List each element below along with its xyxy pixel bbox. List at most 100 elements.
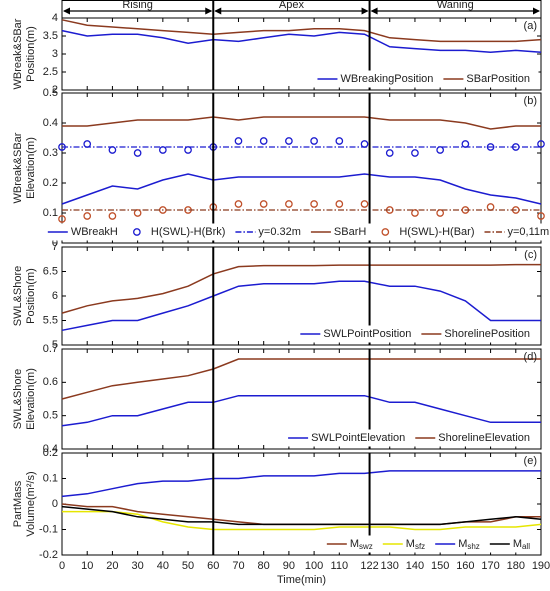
y-tick-label: 0.2	[43, 177, 58, 189]
legend-box	[282, 429, 539, 447]
legend-symbol	[133, 228, 141, 236]
marker	[486, 143, 495, 151]
marker	[335, 137, 344, 145]
y-axis-label: Elevation(m)	[25, 137, 37, 199]
legend: WBreakH H(SWL)-H(Brk) y=0.32m SBarH H(SWL)-H…	[42, 223, 550, 241]
y-tick-label: 2.5	[43, 66, 58, 78]
legend-label: Mshz	[458, 538, 480, 551]
legend-label: Mall	[513, 538, 530, 551]
y-tick-label: 0	[52, 498, 58, 510]
marker	[58, 215, 66, 223]
y-tick-label: 0.1	[43, 472, 58, 484]
series-line	[61, 280, 541, 332]
series-line	[61, 263, 541, 314]
legend-item: y=0.32m	[235, 226, 301, 238]
series-line	[61, 358, 541, 400]
y-axis-label: Elevation(m)	[25, 368, 37, 430]
x-tick-label: 170	[481, 560, 499, 572]
legend-box	[311, 70, 539, 88]
marker	[234, 200, 243, 208]
y-tick-label: 0	[52, 237, 58, 249]
y-tick-label: 3.5	[43, 30, 58, 42]
y-tick-label: 5.5	[43, 314, 58, 326]
y-tick-label: -0.2	[39, 549, 58, 561]
x-tick-label: 190	[532, 560, 550, 572]
plot-frame	[61, 92, 542, 244]
legend-subscript: sfz	[415, 542, 425, 551]
legend-item: y=0,11m	[484, 226, 549, 238]
y-tick-label: 0.5	[43, 410, 58, 422]
legend-item: H(SWL)-H(Bar)	[381, 226, 475, 238]
x-tick-label: 110	[331, 560, 349, 572]
x-tick-label: 100	[305, 560, 323, 572]
x-axis-label: Time(min)	[277, 574, 326, 586]
legend-label: SWLPointPosition	[323, 328, 411, 340]
x-tick-label: 0	[59, 560, 65, 572]
series-line	[62, 510, 542, 531]
panel-label: (a)	[524, 20, 537, 32]
x-tick-label: 80	[258, 560, 270, 572]
y-tick-label: 6.5	[43, 265, 58, 277]
x-tick-label: 10	[81, 560, 93, 572]
legend-box	[294, 325, 539, 343]
legend-label: Msfz	[406, 538, 425, 551]
y-tick-label: 0.7	[43, 343, 58, 355]
marker	[537, 140, 545, 148]
y-tick-label: 6	[52, 290, 58, 302]
legend: SWLPointPosition ShorelinePosition	[294, 325, 539, 343]
legend-symbol	[381, 228, 390, 236]
y-axis-label: PartMass	[12, 480, 24, 527]
y-tick-label: 0.2	[43, 447, 58, 459]
x-tick-label: 160	[456, 560, 474, 572]
legend-box	[42, 223, 550, 241]
marker	[360, 200, 369, 208]
legend-subscript: swz	[359, 542, 373, 551]
phase-label: Waning	[437, 0, 474, 11]
legend-label: y=0.32m	[258, 226, 301, 238]
legend-item: SWLPointElevation	[288, 432, 405, 444]
panel-label: (c)	[524, 249, 537, 261]
marker	[133, 149, 142, 157]
y-axis-label: SWL&Shore	[12, 369, 24, 430]
series-line	[62, 116, 541, 130]
marker	[259, 200, 268, 208]
series-line	[61, 394, 541, 427]
y-axis-label: WBreak&SBar	[12, 132, 24, 203]
marker	[108, 212, 117, 220]
legend-item: H(SWL)-H(Brk)	[133, 226, 226, 238]
legend-box	[321, 535, 539, 553]
y-tick-label: 0.6	[43, 376, 58, 388]
y-axis-label: Volume(m²/s)	[25, 471, 37, 536]
series-line	[61, 173, 542, 205]
legend-label: SWLPointElevation	[311, 432, 405, 444]
legend-label: ShorelineElevation	[438, 432, 530, 444]
y-tick-label: 2	[52, 84, 58, 96]
legend-label: H(SWL)-H(Brk)	[151, 226, 226, 238]
legend-item: Mshz	[435, 538, 480, 551]
marker	[436, 209, 445, 217]
x-tick-label: 60	[207, 560, 219, 572]
marker	[385, 149, 394, 157]
legend-item: Msfz	[382, 538, 425, 551]
series-line	[61, 470, 541, 498]
marker	[411, 149, 419, 157]
x-tick-label: 40	[157, 560, 169, 572]
y-tick-label: 7	[52, 241, 58, 253]
y-tick-label: 3	[52, 48, 58, 60]
marker	[411, 209, 419, 217]
x-tick-label: 122	[360, 560, 378, 572]
x-tick-label: 90	[283, 560, 295, 572]
y-axis-label: WBreak&SBar	[12, 18, 24, 89]
legend-item: WBreakH	[47, 226, 118, 238]
legend-label: ShorelinePosition	[444, 328, 530, 340]
legend-label: WBreakingPosition	[340, 73, 433, 85]
marker	[184, 146, 192, 154]
legend-item: WBreakingPosition	[317, 73, 433, 85]
legend-label: H(SWL)-H(Bar)	[399, 226, 474, 238]
legend: Mswz Msfz Mshz Mall	[321, 535, 539, 553]
y-axis-label: SWL&Shore	[12, 266, 24, 327]
marker	[83, 212, 92, 220]
y-axis-label: Position(m)	[25, 268, 37, 324]
legend-item: Mall	[489, 538, 530, 551]
